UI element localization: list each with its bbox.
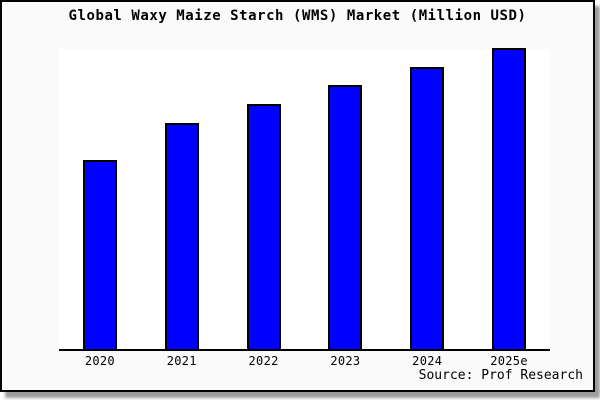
bar-slot-2021 [141, 49, 223, 349]
bar-slot-2020 [59, 49, 141, 349]
source-text: Source: Prof Research [418, 368, 583, 383]
bar-2024 [410, 67, 445, 349]
bar-2021 [164, 123, 199, 349]
x-tick-label-2021: 2021 [166, 354, 197, 368]
x-tick-label-2023: 2023 [330, 354, 361, 368]
bar-2022 [246, 104, 281, 349]
bar-2020 [82, 160, 117, 349]
bar-slot-2022 [223, 49, 305, 349]
bar-slot-2024 [386, 49, 468, 349]
plot-area [59, 48, 550, 351]
bar-2025e [492, 48, 527, 349]
x-tick-label-2025e: 2025e [490, 354, 528, 368]
x-tick-label-2020: 2020 [84, 354, 115, 368]
bar-slot-2025e [468, 48, 550, 349]
x-tick-label-2022: 2022 [248, 354, 279, 368]
x-tick-label-2024: 2024 [412, 354, 443, 368]
chart-title: Global Waxy Maize Starch (WMS) Market (M… [68, 8, 527, 24]
x-axis-labels: 2020 2021 2022 2023 2024 2025e [59, 354, 550, 369]
chart-frame: Global Waxy Maize Starch (WMS) Market (M… [0, 0, 595, 392]
bar-2023 [328, 85, 363, 349]
bar-slot-2023 [304, 49, 386, 349]
bars-container [59, 48, 550, 349]
